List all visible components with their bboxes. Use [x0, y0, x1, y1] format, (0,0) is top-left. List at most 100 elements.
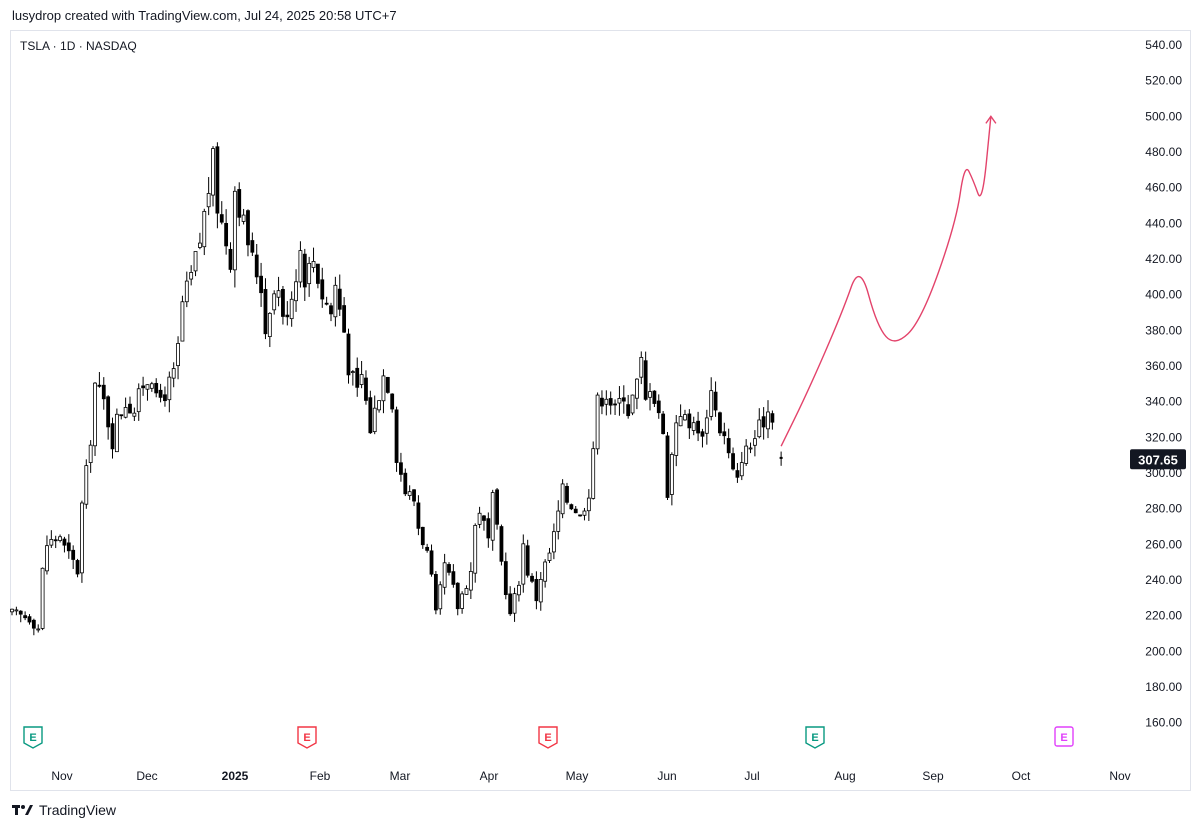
candle-body	[709, 390, 714, 417]
x-tick-label: 2025	[222, 769, 249, 783]
candle-body	[407, 491, 412, 496]
candle-body	[626, 404, 631, 417]
y-tick-label: 380.00	[1145, 323, 1182, 337]
candle-body	[184, 280, 189, 303]
tradingview-logo-icon	[12, 803, 34, 817]
candle-body	[320, 279, 325, 300]
x-tick-label: Aug	[834, 769, 855, 783]
candle-body	[88, 444, 93, 464]
candles-layer	[10, 142, 783, 636]
candle-body	[639, 357, 644, 378]
candle-body	[342, 305, 347, 333]
candle-body	[704, 417, 709, 434]
y-tick-label: 460.00	[1145, 181, 1182, 195]
symbol-info[interactable]: TSLA · 1D · NASDAQ	[20, 39, 137, 53]
candle-body	[569, 504, 574, 510]
candle-body	[477, 512, 482, 525]
x-tick-label: Nov	[1109, 769, 1130, 783]
candle-body	[630, 394, 635, 414]
candle-body	[202, 210, 207, 248]
earnings-marker-label: E	[29, 732, 36, 744]
candle-body	[674, 422, 679, 456]
candle-body	[416, 502, 421, 529]
annotation-arrowhead	[985, 115, 997, 124]
candle-body	[307, 262, 312, 285]
candle-body	[211, 148, 215, 196]
candle-body	[40, 567, 45, 629]
candle-body	[36, 628, 41, 631]
candle-body	[329, 305, 333, 315]
candle-body	[224, 222, 229, 247]
candle-body	[757, 419, 762, 438]
candle-body	[368, 397, 373, 434]
candle-body	[517, 584, 521, 596]
candle-body	[718, 412, 722, 434]
candle-body	[75, 560, 80, 575]
candle-body	[753, 438, 757, 446]
candle-body	[748, 447, 753, 450]
candle-body	[228, 248, 233, 270]
candle-body	[163, 394, 167, 402]
y-tick-label: 500.00	[1145, 109, 1182, 123]
candle-body	[761, 416, 766, 428]
y-tick-label: 200.00	[1145, 644, 1182, 658]
candle-body	[460, 593, 465, 609]
earnings-marker: E	[538, 726, 558, 749]
candle-body	[390, 393, 395, 410]
candle-body	[399, 462, 403, 475]
x-tick-label: Nov	[51, 769, 72, 783]
candle-body	[171, 368, 176, 379]
candle-body	[298, 250, 303, 283]
candle-body	[110, 423, 115, 450]
candle-body	[586, 497, 591, 512]
candle-body	[315, 263, 320, 284]
earnings-marker-label: E	[811, 732, 818, 744]
candle-body	[608, 398, 613, 406]
candle-body	[333, 284, 338, 318]
footer[interactable]: TradingView	[12, 802, 116, 818]
candle-body	[263, 289, 268, 335]
candle-body	[468, 571, 473, 591]
chart-frame	[10, 30, 1191, 791]
candle-body	[482, 515, 486, 521]
y-tick-label: 540.00	[1145, 38, 1182, 52]
candle-body	[538, 578, 543, 603]
candle-body	[149, 383, 154, 389]
candle-body	[643, 360, 648, 400]
candle-body	[582, 510, 587, 516]
candle-body	[499, 526, 504, 562]
candle-body	[241, 214, 246, 222]
y-tick-label: 240.00	[1145, 573, 1182, 587]
candle-body	[136, 388, 141, 413]
candle-body	[106, 396, 111, 428]
candle-body	[678, 416, 683, 427]
candle-body	[285, 314, 290, 318]
candle-body	[53, 539, 58, 542]
candle-body	[617, 398, 622, 404]
earnings-marker-box	[805, 726, 825, 749]
candle-body	[71, 549, 76, 560]
candle-body	[556, 510, 561, 532]
candle-body	[713, 391, 718, 411]
annotation-layer	[780, 115, 997, 447]
candle-body	[350, 371, 355, 373]
y-tick-label: 420.00	[1145, 252, 1182, 266]
candle-body	[93, 382, 97, 447]
candle-body	[18, 610, 23, 615]
candle-body	[254, 254, 259, 278]
y-tick-label: 300.00	[1145, 466, 1182, 480]
candle-body	[267, 312, 272, 337]
candle-body	[744, 445, 749, 464]
candle-body	[198, 242, 202, 248]
candle-body	[101, 384, 106, 400]
candle-body	[49, 539, 54, 546]
candle-body	[613, 403, 617, 406]
candle-body	[534, 579, 539, 602]
candle-body	[565, 485, 569, 503]
candle-body	[425, 546, 430, 551]
candle-body	[219, 214, 224, 223]
x-tick-label: Jul	[744, 769, 759, 783]
candle-body	[237, 189, 242, 218]
